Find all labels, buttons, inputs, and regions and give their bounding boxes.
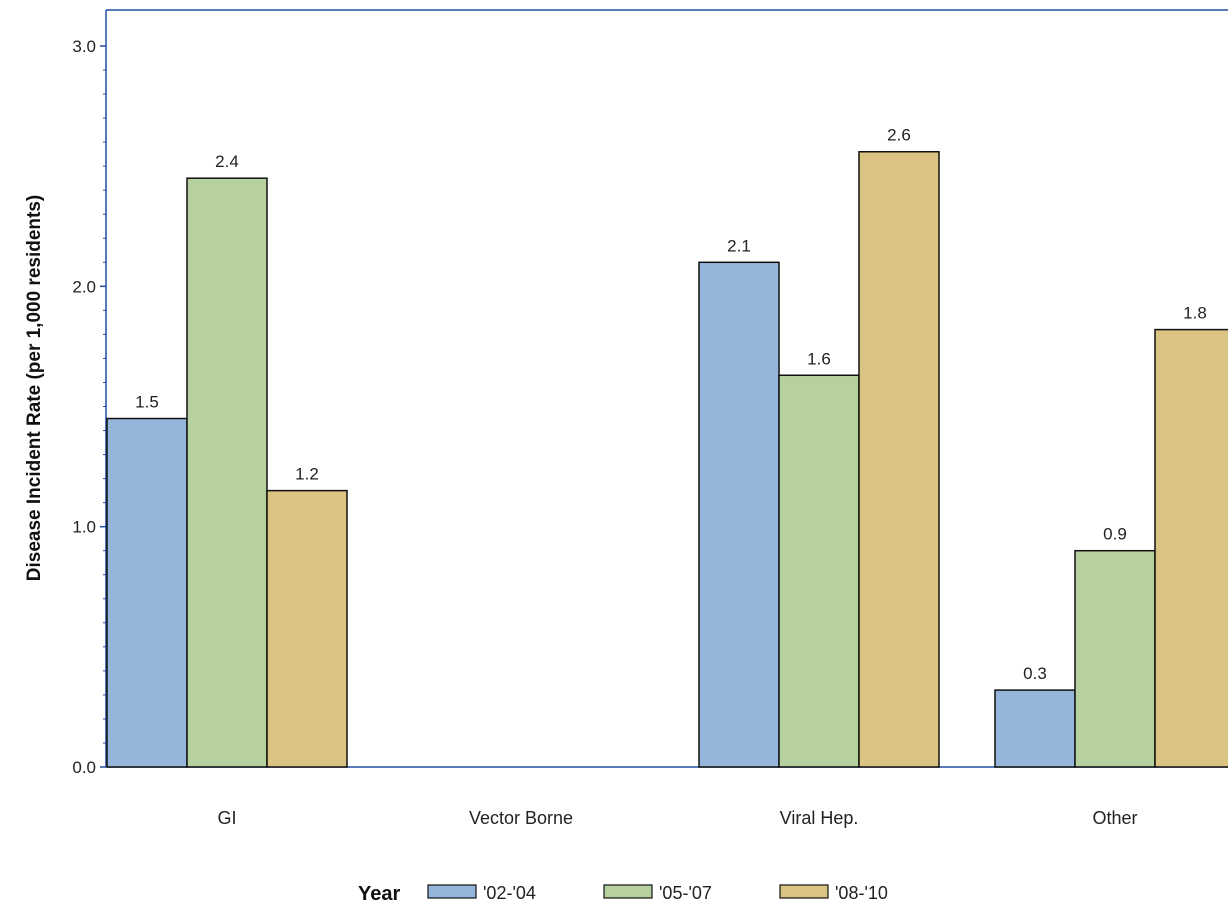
x-tick-label: Viral Hep. <box>780 808 859 828</box>
bar <box>858 150 940 768</box>
y-tick-label: 2.0 <box>72 277 96 296</box>
legend-swatch <box>427 884 477 899</box>
data-label: 1.5 <box>135 393 159 412</box>
y-axis-label: Disease Incident Rate (per 1,000 residen… <box>24 195 45 582</box>
x-tick-label: Other <box>1092 808 1137 828</box>
bar <box>1074 549 1156 768</box>
bar <box>778 374 860 768</box>
y-tick-label: 0.0 <box>72 758 96 777</box>
data-label: 2.4 <box>215 152 239 171</box>
data-label: 0.9 <box>1103 525 1127 544</box>
data-label: 0.3 <box>1023 664 1047 683</box>
legend-entry: '05-'07 <box>659 883 712 903</box>
bar <box>994 689 1076 768</box>
x-tick-label: GI <box>217 808 236 828</box>
bar <box>698 261 780 768</box>
legend-title: Year <box>358 883 400 905</box>
data-label: 2.6 <box>887 126 911 145</box>
bar <box>186 177 268 768</box>
data-label: 1.8 <box>1183 304 1207 323</box>
legend-entry: '02-'04 <box>483 883 536 903</box>
data-label: 2.1 <box>727 236 751 255</box>
bar <box>266 489 348 768</box>
y-tick-label: 1.0 <box>72 518 96 537</box>
x-tick-label: Vector Borne <box>469 808 573 828</box>
legend-swatch <box>603 884 653 899</box>
legend-swatch <box>779 884 829 899</box>
bar <box>1154 328 1228 768</box>
data-label: 1.6 <box>807 349 831 368</box>
bar <box>106 417 188 768</box>
legend-entry: '08-'10 <box>835 883 888 903</box>
data-label: 1.2 <box>295 465 319 484</box>
y-tick-label: 3.0 <box>72 37 96 56</box>
